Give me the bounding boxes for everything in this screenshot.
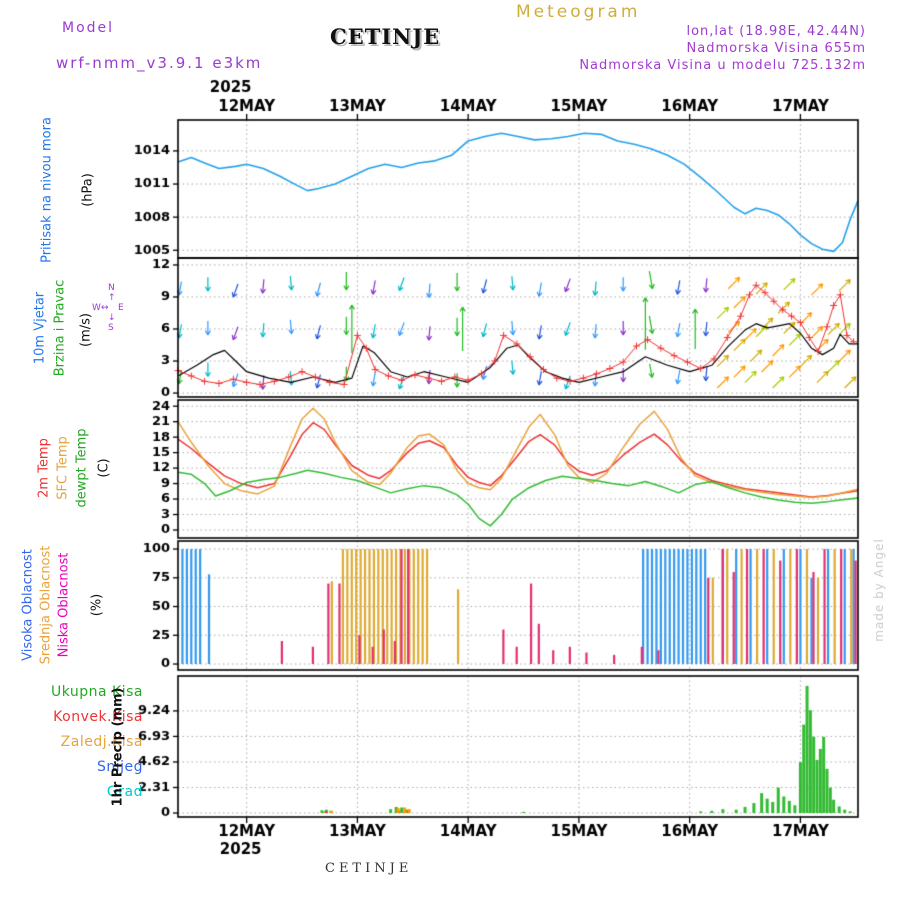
cloud-unit-label: (%) xyxy=(89,593,105,617)
compass-down-arrow-icon: ↓ xyxy=(108,313,116,323)
compass-west-label: W xyxy=(92,303,101,313)
cloud-high-label: Visoka Oblacnost xyxy=(20,549,36,661)
pressure-axis-label: Pritisak na nivou mora xyxy=(39,117,55,263)
temp-sfc-label: SFC Temp xyxy=(55,436,71,500)
wind-axis-label: 10m Vjetar xyxy=(32,291,48,365)
precip-frozen-label: Zaledj.Kisa xyxy=(60,734,143,750)
temp-unit-label: (C) xyxy=(96,458,112,478)
precip-convective-label: Konvek.Kisa xyxy=(53,709,143,725)
precip-snow-label: Snijeg xyxy=(96,759,143,775)
watermark: made by Angel xyxy=(872,538,886,642)
wind-sub-label: Brzina i Pravac xyxy=(52,279,68,377)
compass-rose: N ↑ W ↔ E ↓ S xyxy=(92,283,134,335)
model-elevation-info: Nadmorska Visina u modelu 725.132m xyxy=(579,58,866,73)
cloud-mid-label: Srednja Oblacnost xyxy=(38,545,54,665)
precip-hail-label: Grad xyxy=(106,784,143,800)
pressure-unit-label: (hPa) xyxy=(80,173,96,207)
precip-total-label: Ukupna Kisa xyxy=(50,684,143,700)
temp-2m-label: 2m Temp xyxy=(36,438,52,498)
compass-cross-icon: ↔ xyxy=(101,303,109,313)
precip-unit-label: 1hr Precip (mm) xyxy=(110,687,126,807)
compass-north-label: N xyxy=(108,283,115,293)
compass-up-arrow-icon: ↑ xyxy=(108,293,116,303)
station-title: CETINJE xyxy=(330,24,441,49)
meteogram-heading: Meteogram xyxy=(516,2,641,22)
cloud-low-label: Niska Oblacnost xyxy=(56,552,72,658)
elevation-info: Nadmorska Visina 655m xyxy=(686,41,866,56)
compass-south-label: S xyxy=(108,323,114,333)
model-name: wrf-nmm_v3.9.1 e3km xyxy=(56,54,263,72)
footer-station: CETINJE xyxy=(325,861,413,876)
temp-dewpt-label: dewpt Temp xyxy=(74,428,90,508)
compass-east-label: E xyxy=(118,303,124,313)
lonlat-info: lon,lat (18.98E, 42.44N) xyxy=(686,24,866,39)
model-label: Model xyxy=(62,20,115,36)
